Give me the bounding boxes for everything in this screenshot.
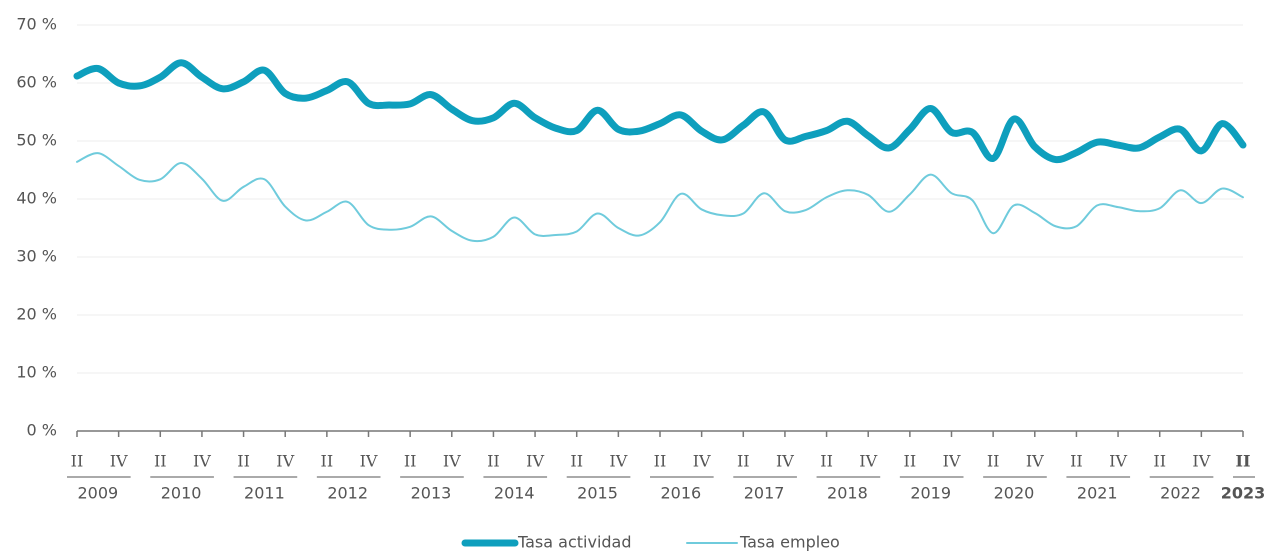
x-tick-label: II [1236, 452, 1251, 471]
year-label: 2023 [1221, 484, 1266, 503]
x-tick-label: II [71, 452, 84, 471]
x-tick-label: II [1070, 452, 1083, 471]
series-line [73, 59, 1247, 164]
year-label: 2010 [161, 484, 202, 503]
year-label: 2011 [244, 484, 285, 503]
x-tick-label: IV [859, 452, 877, 471]
y-tick-label: 10 % [16, 363, 57, 382]
x-tick-label: IV [776, 452, 794, 471]
y-tick-label: 50 % [16, 131, 57, 150]
year-label: 2014 [494, 484, 535, 503]
x-tick-label: II [904, 452, 917, 471]
year-label: 2020 [994, 484, 1035, 503]
x-tick-label: II [1153, 452, 1166, 471]
legend-label: Tasa actividad [517, 533, 632, 552]
x-tick-label: IV [609, 452, 627, 471]
x-tick-label: IV [193, 452, 211, 471]
x-tick-label: II [737, 452, 750, 471]
x-tick-label: II [987, 452, 1000, 471]
x-tick-label: IV [943, 452, 961, 471]
year-label: 2016 [660, 484, 701, 503]
year-label: 2009 [77, 484, 118, 503]
x-tick-label: II [237, 452, 250, 471]
x-tick-label: II [487, 452, 500, 471]
y-tick-label: 0 % [27, 421, 57, 440]
y-tick-label: 60 % [16, 73, 57, 92]
y-tick-label: 40 % [16, 189, 57, 208]
x-tick-label: II [154, 452, 167, 471]
y-tick-label: 70 % [16, 15, 57, 34]
x-tick-label: IV [526, 452, 544, 471]
year-label: 2013 [411, 484, 452, 503]
legend-label: Tasa empleo [739, 533, 840, 552]
year-label: 2015 [577, 484, 618, 503]
x-tick-label: II [654, 452, 667, 471]
x-tick-label: IV [1109, 452, 1127, 471]
x-tick-label: IV [1026, 452, 1044, 471]
x-tick-label: IV [1192, 452, 1210, 471]
year-label: 2019 [910, 484, 951, 503]
x-tick-label: IV [360, 452, 378, 471]
x-tick-label: IV [276, 452, 294, 471]
x-tick-label: IV [693, 452, 711, 471]
y-tick-label: 30 % [16, 247, 57, 266]
year-label: 2018 [827, 484, 868, 503]
x-tick-label: II [404, 452, 417, 471]
x-tick-label: II [820, 452, 833, 471]
year-label: 2022 [1160, 484, 1201, 503]
x-tick-label: II [321, 452, 334, 471]
year-label: 2012 [327, 484, 368, 503]
year-label: 2021 [1077, 484, 1118, 503]
y-tick-label: 20 % [16, 305, 57, 324]
x-tick-label: IV [443, 452, 461, 471]
series-line [76, 152, 1244, 243]
x-tick-label: II [570, 452, 583, 471]
year-label: 2017 [744, 484, 785, 503]
x-tick-label: IV [110, 452, 128, 471]
